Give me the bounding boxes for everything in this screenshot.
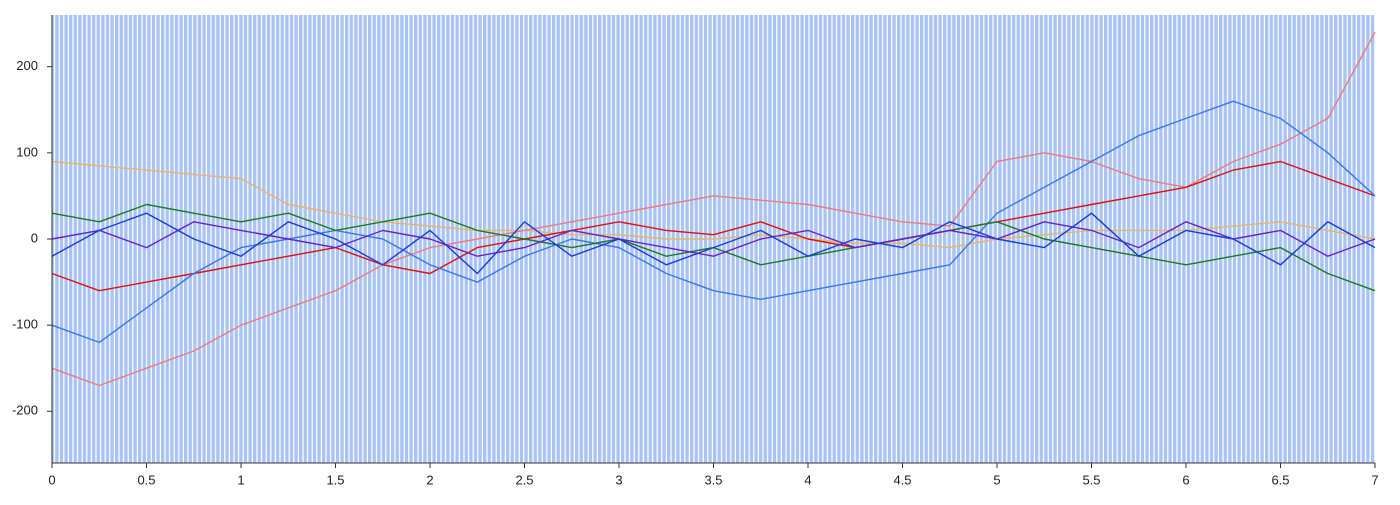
y-tick-label: -100: [12, 317, 38, 332]
x-tick-label: 4: [804, 472, 811, 487]
trace-line: [51, 31, 1376, 387]
y-tick-label: 0: [31, 230, 38, 245]
x-tick-label: 2.5: [515, 472, 533, 487]
x-tick-label: 7: [1371, 472, 1378, 487]
trace-line: [51, 212, 1376, 275]
x-tick-label: 1: [237, 472, 244, 487]
y-tick-label: -200: [12, 403, 38, 418]
traces: [51, 31, 1376, 387]
x-tick-label: 3.5: [704, 472, 722, 487]
x-tick-label: 4.5: [893, 472, 911, 487]
x-tick-label: 6: [1182, 472, 1189, 487]
x-tick-label: 1.5: [326, 472, 344, 487]
x-tick-label: 0: [48, 472, 55, 487]
x-tick-label: 5: [993, 472, 1000, 487]
x-tick-label: 2: [426, 472, 433, 487]
x-tick-label: 6.5: [1271, 472, 1289, 487]
y-tick-label: 200: [16, 58, 38, 73]
y-tick-label: 100: [16, 144, 38, 159]
x-tick-label: 5.5: [1082, 472, 1100, 487]
trace-line: [51, 221, 1376, 257]
x-tick-label: 3: [615, 472, 622, 487]
x-tick-label: 0.5: [137, 472, 155, 487]
trace-line: [51, 160, 1376, 249]
trace-line: [51, 100, 1376, 344]
trace-line: [51, 160, 1376, 292]
